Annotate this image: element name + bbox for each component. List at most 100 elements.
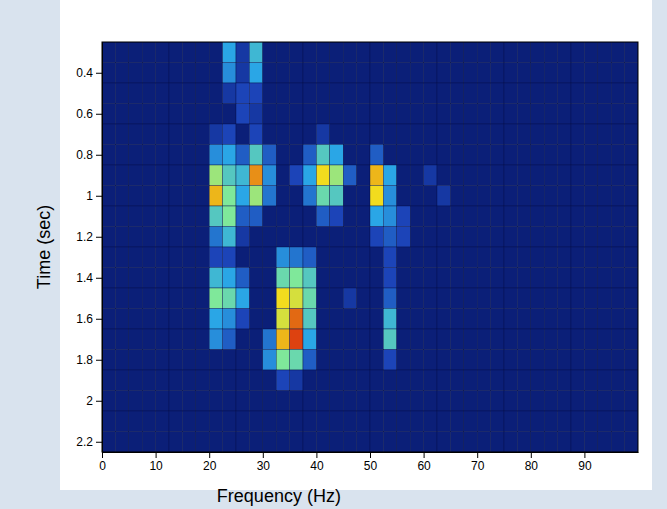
heat-cell — [383, 104, 396, 125]
heat-cell — [182, 370, 195, 391]
heat-cell — [477, 124, 490, 145]
heat-cell — [397, 288, 410, 309]
heat-cell — [464, 370, 477, 391]
heat-cell — [558, 83, 571, 104]
heat-cell — [142, 104, 155, 125]
heat-cell — [571, 227, 584, 248]
heat-cell — [571, 432, 584, 453]
y-tick-mark — [96, 73, 102, 74]
heat-cell — [571, 63, 584, 84]
heat-cell — [169, 104, 182, 125]
heat-cell — [290, 42, 303, 63]
heat-cell — [102, 165, 115, 186]
y-tick-mark — [96, 319, 102, 320]
heat-cell — [504, 104, 517, 125]
heat-cell — [504, 370, 517, 391]
x-tick: 40 — [310, 452, 324, 473]
heat-cell — [437, 145, 450, 166]
heat-cell — [584, 432, 597, 453]
heat-cell — [276, 206, 289, 227]
heat-cell — [209, 309, 222, 330]
heat-cell — [544, 145, 557, 166]
heat-cell — [517, 411, 530, 432]
heat-cell — [169, 432, 182, 453]
heat-cell — [544, 83, 557, 104]
heat-cell — [276, 124, 289, 145]
heat-cell — [491, 124, 504, 145]
heat-cell — [263, 329, 276, 350]
heat-cell — [182, 206, 195, 227]
heat-cell — [383, 309, 396, 330]
heat-cell — [209, 165, 222, 186]
heat-cell — [598, 329, 611, 350]
heat-cell — [370, 391, 383, 412]
heat-cell — [330, 268, 343, 289]
heat-cell — [383, 165, 396, 186]
heat-cell — [303, 309, 316, 330]
heat-cell — [450, 411, 463, 432]
heat-cell — [558, 411, 571, 432]
heat-cell — [584, 42, 597, 63]
heat-cell — [343, 432, 356, 453]
heat-cell — [115, 370, 128, 391]
heat-cell — [504, 83, 517, 104]
heat-cell — [330, 124, 343, 145]
heat-cell — [330, 411, 343, 432]
heat-cell — [276, 411, 289, 432]
heat-cell — [397, 227, 410, 248]
heat-cell — [464, 268, 477, 289]
heat-cell — [156, 329, 169, 350]
heat-cell — [142, 145, 155, 166]
heat-cell — [115, 42, 128, 63]
heat-cell — [102, 145, 115, 166]
heat-cell — [598, 227, 611, 248]
heat-cell — [142, 165, 155, 186]
heat-cell — [102, 42, 115, 63]
x-axis: 0102030405060708090 — [99, 452, 638, 473]
heat-cell — [464, 411, 477, 432]
y-axis: 0.40.60.811.21.41.61.822.2 — [76, 43, 102, 453]
heat-cell — [625, 288, 638, 309]
heat-cell — [383, 432, 396, 453]
heat-cell — [182, 350, 195, 371]
x-tick-label: 20 — [203, 459, 217, 473]
heat-cell — [437, 124, 450, 145]
heat-cell — [383, 63, 396, 84]
heat-cell — [303, 268, 316, 289]
heat-cell — [477, 247, 490, 268]
heat-cell — [517, 42, 530, 63]
heat-cell — [558, 42, 571, 63]
heat-cell — [182, 124, 195, 145]
x-tick-label: 50 — [364, 459, 378, 473]
heat-cell — [196, 432, 209, 453]
heat-cell — [129, 370, 142, 391]
heat-cell — [464, 391, 477, 412]
heat-cell — [410, 42, 423, 63]
heat-cell — [625, 329, 638, 350]
heat-cell — [209, 391, 222, 412]
heat-cell — [517, 145, 530, 166]
heat-cell — [290, 288, 303, 309]
heat-cell — [531, 42, 544, 63]
heat-cell — [196, 206, 209, 227]
heat-cell — [370, 186, 383, 207]
heat-cell — [290, 145, 303, 166]
heat-cell — [209, 206, 222, 227]
heat-cell — [598, 288, 611, 309]
heat-cell — [517, 329, 530, 350]
heat-cell — [263, 432, 276, 453]
heat-cell — [370, 206, 383, 227]
heat-cell — [156, 42, 169, 63]
heat-cell — [370, 165, 383, 186]
heat-cell — [370, 329, 383, 350]
heat-cell — [625, 370, 638, 391]
heat-cell — [156, 227, 169, 248]
heat-cell — [263, 391, 276, 412]
x-tick-mark — [477, 452, 478, 458]
heat-cell — [397, 165, 410, 186]
y-tick-label: 1.4 — [76, 271, 93, 285]
heat-cell — [491, 83, 504, 104]
heat-cell — [517, 206, 530, 227]
heat-cell — [276, 350, 289, 371]
heat-cell — [343, 268, 356, 289]
